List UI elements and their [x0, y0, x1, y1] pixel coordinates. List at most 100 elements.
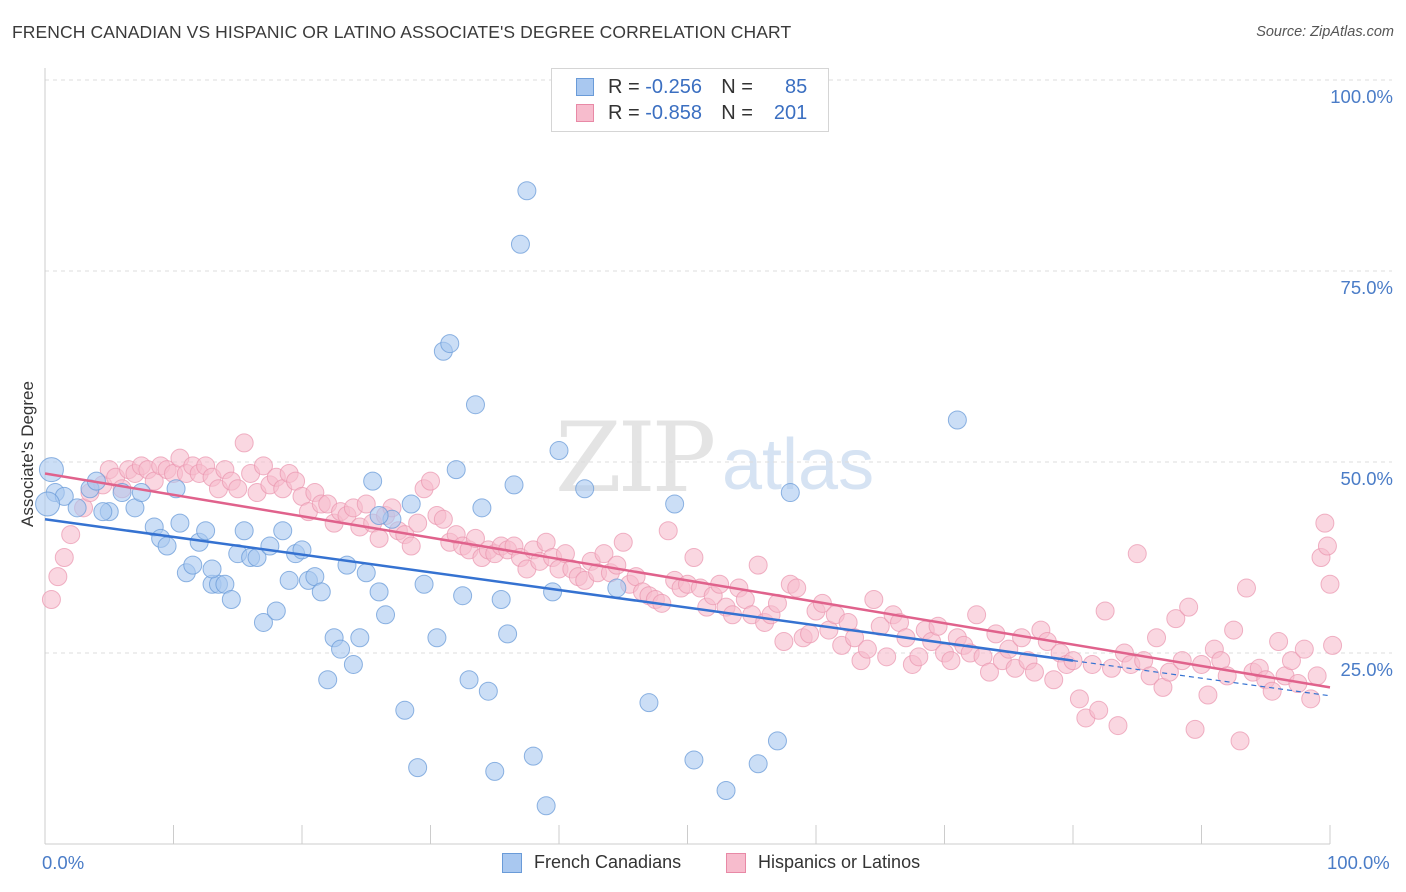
pink-point	[1185, 719, 1205, 739]
blue-point	[318, 670, 338, 690]
legend-n-label: N =	[721, 101, 753, 124]
pink-point	[1069, 689, 1089, 709]
legend-n-value: 85	[785, 75, 808, 98]
blue-point	[343, 654, 363, 674]
x-tick-100: 100.0%	[1327, 852, 1390, 873]
blue-point	[780, 483, 800, 503]
pink-point	[1089, 700, 1109, 720]
pink-point	[607, 555, 627, 575]
pink-point	[1315, 513, 1335, 533]
pink-point	[1281, 651, 1301, 671]
legend-swatch-pink	[576, 104, 594, 122]
blue-point	[665, 494, 685, 514]
blue-point	[748, 754, 768, 774]
legend-row-french-canadians: R = -0.256 N = 85	[576, 74, 807, 100]
blue-point	[331, 639, 351, 659]
blue-trend-line	[44, 518, 1074, 662]
blue-point	[440, 334, 460, 354]
blue-point	[67, 498, 87, 518]
pink-point	[1082, 654, 1102, 674]
pink-point	[401, 536, 421, 556]
blue-point	[350, 628, 370, 648]
blue-point	[363, 471, 383, 491]
bottom-legend-swatch-pink	[726, 852, 746, 873]
blue-point	[446, 460, 466, 480]
legend-r-label: R =	[608, 75, 640, 98]
pink-point	[1236, 578, 1256, 598]
legend-r-value: -0.858	[645, 101, 702, 124]
pink-point	[433, 509, 453, 529]
blue-point	[253, 612, 273, 632]
blue-point	[607, 578, 627, 598]
x-tick-0: 0.0%	[42, 852, 85, 873]
blue-point	[639, 693, 659, 713]
blue-point	[684, 750, 704, 770]
pink-point	[613, 532, 633, 552]
pink-point	[774, 632, 794, 652]
pink-point	[748, 555, 768, 575]
pink-point	[41, 590, 61, 610]
pink-point	[1323, 635, 1343, 655]
blue-point	[485, 761, 505, 781]
pink-point	[465, 528, 485, 548]
pink-point	[1301, 689, 1321, 709]
blue-point	[543, 582, 563, 602]
blue-point	[408, 758, 428, 778]
blue-point	[716, 781, 736, 801]
pink-point	[800, 624, 820, 644]
pink-point	[1269, 632, 1289, 652]
pink-point	[61, 525, 81, 545]
blue-point	[575, 479, 595, 499]
blue-point	[131, 483, 151, 503]
blue-point	[376, 605, 396, 625]
y-tick-25: 25.0%	[1340, 659, 1393, 680]
legend-r-value: -0.256	[645, 75, 702, 98]
pink-point	[857, 639, 877, 659]
pink-point	[369, 528, 389, 548]
pink-point	[864, 590, 884, 610]
pink-point	[909, 647, 929, 667]
pink-point	[54, 548, 74, 567]
pink-point	[356, 494, 376, 514]
y-tick-50: 50.0%	[1340, 468, 1393, 489]
legend-n-label: N =	[721, 75, 753, 98]
pink-point	[1317, 536, 1337, 556]
blue-point	[273, 521, 293, 541]
blue-point	[266, 601, 286, 621]
pink-point	[1198, 685, 1218, 705]
blue-point	[767, 731, 787, 751]
chart-title: FRENCH CANADIAN VS HISPANIC OR LATINO AS…	[12, 22, 792, 42]
blue-point	[517, 181, 537, 201]
pink-point	[48, 567, 68, 587]
legend-r-label: R =	[608, 101, 640, 124]
blue-point	[369, 505, 389, 525]
blue-point	[504, 475, 524, 495]
pink-point	[594, 544, 614, 564]
pink-point	[1294, 639, 1314, 659]
pink-point	[941, 651, 961, 671]
bottom-legend-label: Hispanics or Latinos	[758, 852, 921, 872]
y-axis-label: Associate's Degree	[18, 381, 37, 527]
correlation-legend: R = -0.256 N = 85 R = -0.858 N = 201	[551, 68, 829, 132]
blue-point	[38, 457, 64, 483]
blue-point	[356, 563, 376, 583]
pink-point	[228, 479, 248, 499]
blue-point	[459, 670, 479, 690]
pink-point	[979, 662, 999, 682]
blue-point	[498, 624, 518, 644]
pink-point	[234, 433, 254, 453]
blue-point	[183, 555, 203, 575]
pink-point	[253, 456, 273, 476]
pink-point	[1166, 609, 1186, 629]
blue-point	[401, 494, 421, 514]
blue-point	[170, 513, 190, 533]
pink-point	[1044, 670, 1064, 690]
blue-point	[510, 234, 530, 254]
blue-point	[279, 570, 299, 590]
pink-point	[1230, 731, 1250, 751]
bottom-legend-french-canadians: French Canadians	[502, 852, 681, 873]
blue-point	[196, 521, 216, 541]
pink-point	[1024, 662, 1044, 682]
blue-point	[166, 479, 186, 499]
